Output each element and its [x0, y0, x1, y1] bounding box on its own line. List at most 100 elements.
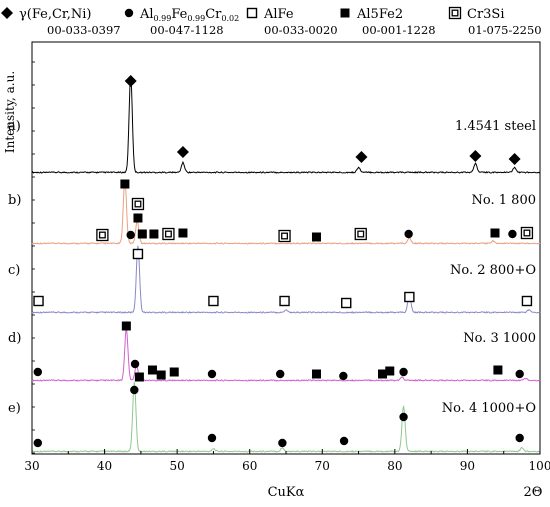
double-square-marker: [96, 228, 109, 242]
circle-symbol: [508, 229, 517, 239]
circle-marker: [33, 367, 43, 377]
double-square-inner: [98, 231, 106, 239]
filled-square-symbol: [385, 366, 395, 376]
x-tick-label: 30: [24, 459, 39, 473]
x-tick-label: 70: [315, 459, 330, 473]
double-square-marker: [162, 227, 175, 241]
x-tick-label: 100: [529, 459, 550, 473]
circle-marker: [515, 433, 524, 443]
filled-square-symbol: [311, 369, 321, 379]
filled-square-symbol: [490, 228, 500, 238]
x-axis-unit: 2Θ: [524, 485, 543, 500]
series-letter: e): [8, 401, 21, 416]
filled-square-symbol: [120, 179, 130, 189]
open-square-marker: [279, 295, 290, 307]
filled-square-marker: [178, 228, 188, 238]
circle-symbol: [207, 433, 217, 443]
diamond-symbol: [355, 151, 368, 163]
series-letter: b): [8, 193, 21, 208]
diamond-marker: [508, 153, 521, 165]
filled-square-symbol: [133, 213, 143, 223]
filled-square-symbol: [169, 367, 179, 377]
diamond-marker: [176, 146, 189, 158]
legend-pdf-number: 00-033-0020: [264, 23, 338, 37]
circle-symbol: [399, 367, 408, 377]
circle-marker: [339, 371, 348, 381]
filled-square-symbol: [156, 370, 166, 380]
circle-marker: [515, 369, 524, 379]
diffraction-trace: [31, 75, 541, 174]
open-square-symbol: [208, 295, 219, 307]
series-4: d) No. 3 1000: [8, 321, 541, 382]
legend-pdf-number: 00-047-1128: [150, 23, 224, 37]
y-axis-label: Intensity, a.u.: [3, 71, 17, 153]
diffraction-trace: [31, 179, 541, 245]
diamond-marker: [124, 75, 137, 87]
filled-square-marker: [340, 8, 350, 18]
series-name: No. 3 1000: [463, 331, 536, 346]
circle-symbol: [130, 359, 140, 369]
double-square-inner: [523, 229, 531, 237]
circle-symbol: [130, 385, 139, 395]
circle-marker: [339, 436, 349, 446]
filled-square-marker: [311, 232, 321, 242]
circle-marker: [130, 385, 139, 395]
filled-square-marker: [149, 229, 159, 239]
series-letter: d): [8, 331, 21, 346]
filled-square-marker: [120, 179, 130, 189]
filled-square-marker: [134, 372, 144, 382]
x-tick-label: 40: [97, 459, 112, 473]
plot-frame: [31, 41, 541, 455]
circle-marker: [275, 369, 285, 379]
open-square-symbol: [33, 295, 44, 307]
circle-marker: [278, 438, 287, 448]
open-square-symbol: [341, 297, 352, 309]
legend: γ(Fe,Cr,Ni)00-033-0397Al0.99Fe0.99Cr0.02…: [1, 6, 542, 37]
series-3: c) No. 2 800+O: [8, 245, 541, 314]
circle-symbol: [275, 369, 285, 379]
filled-square-marker: [385, 366, 395, 376]
series-name: No. 1 800: [472, 193, 536, 208]
open-square-symbol: [246, 7, 258, 19]
open-square-symbol: [404, 291, 415, 303]
x-tick-label: 60: [242, 459, 257, 473]
open-square-symbol: [521, 295, 533, 307]
circle-marker: [508, 229, 517, 239]
diamond-marker: [1, 7, 13, 19]
series-letter: c): [8, 263, 20, 278]
x-tick-label: 90: [460, 459, 475, 473]
circle-marker: [399, 412, 408, 422]
series-name: No. 2 800+O: [450, 263, 536, 278]
filled-square-marker: [169, 367, 179, 377]
filled-square-marker: [311, 369, 321, 379]
x-axis-label: CuKα: [268, 485, 305, 500]
filled-square-symbol: [340, 8, 350, 18]
circle-marker: [207, 433, 217, 443]
open-square-marker: [341, 297, 352, 309]
double-square-inner: [134, 200, 142, 208]
filled-square-symbol: [378, 369, 388, 379]
circle-symbol: [33, 438, 43, 448]
diamond-symbol: [469, 150, 482, 162]
series-letter: a): [8, 119, 21, 134]
circle-symbol: [207, 369, 217, 379]
diffraction-trace: [31, 328, 541, 382]
open-square-marker: [404, 291, 415, 303]
filled-square-marker: [137, 229, 147, 239]
open-square-marker: [132, 248, 144, 260]
diamond-symbol: [508, 153, 521, 165]
legend-pdf-number: 00-001-1228: [362, 23, 436, 37]
filled-square-marker: [133, 213, 143, 223]
filled-square-marker: [147, 365, 157, 375]
filled-square-symbol: [121, 321, 131, 331]
diamond-marker: [469, 150, 482, 162]
series-name: 1.4541 steel: [455, 119, 536, 134]
circle-marker: [126, 230, 135, 240]
diamond-symbol: [1, 7, 13, 19]
double-square-marker: [520, 226, 534, 240]
filled-square-symbol: [311, 232, 321, 242]
filled-square-marker: [121, 321, 131, 331]
